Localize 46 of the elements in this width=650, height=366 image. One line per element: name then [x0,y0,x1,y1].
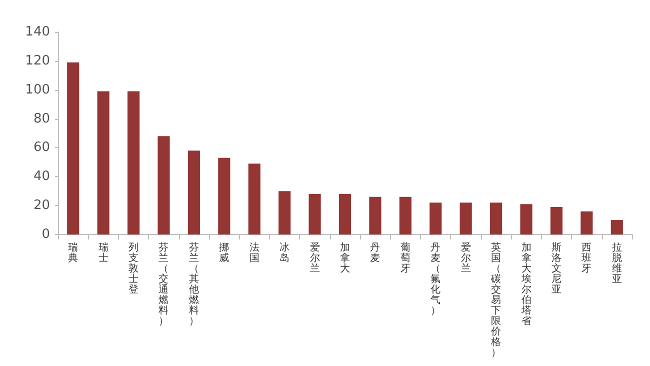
bar [520,204,532,234]
y-tick-label: 140 [25,24,50,40]
x-tick-label: 丹麦 [370,242,380,264]
bar [218,158,230,234]
y-tick-label: 120 [25,53,50,68]
x-tick-label: 法国 [249,241,260,264]
x-tick-label: 爱尔兰 [310,241,320,274]
bar [369,196,382,234]
y-tick-label: 0 [42,227,50,242]
bar [399,196,412,234]
x-tick-label: 瑞典 [68,241,78,264]
bar [278,191,291,234]
bar [490,202,502,234]
x-tick-label: 挪威 [219,241,230,264]
bar [610,220,623,234]
x-tick-label: 葡萄牙 [400,241,410,274]
bar [67,62,80,234]
y-tick-label: 100 [25,82,50,98]
y-tick-label: 20 [33,198,50,214]
x-tick-label: 瑞士 [98,241,108,264]
bar [188,150,200,234]
bar [127,91,140,234]
y-tick-label: 80 [33,111,50,126]
category-label: 英国（碳交易下限价格） [491,242,502,358]
x-tick-label: 芬兰（交通燃料） [158,241,169,327]
bar [248,164,260,234]
y-tick-label: 40 [33,169,50,184]
bar [430,202,442,234]
x-tick-label: 斯洛文尼亚 [551,241,562,296]
x-tick-label: 列支敦士登 [128,242,139,296]
x-tick-label: 爱尔兰 [460,241,471,274]
bar [338,194,352,234]
bar [308,194,321,234]
bar [97,91,110,234]
x-tick-label: 丹麦（氟化气） [430,242,441,316]
bar [550,207,563,234]
y-tick-label: 60 [33,140,50,156]
x-tick-label: 拉脱维亚 [612,241,622,285]
x-tick-label: 冰岛 [280,241,290,264]
x-tick-label: 芬兰（其他燃料） [188,241,199,327]
bar [158,136,170,234]
x-tick-label: 西班牙 [582,242,592,274]
x-tick-label: 加拿大埃尔伯塔省 [520,241,532,327]
x-tick-label: 加拿大 [340,241,350,274]
bar [460,202,472,234]
bar [580,211,593,234]
